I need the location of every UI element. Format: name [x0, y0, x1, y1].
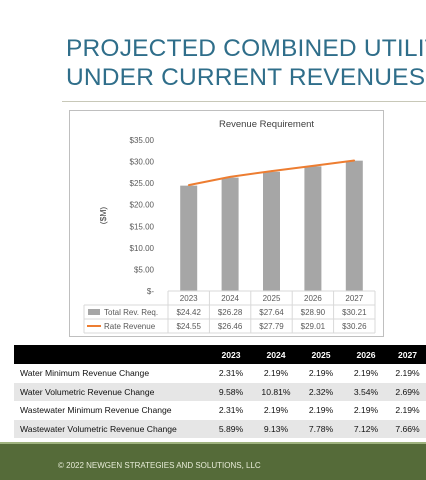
- table-header-cell: 2024: [253, 345, 299, 364]
- table-cell: 2.69%: [389, 382, 426, 401]
- bar-total-rev-req: [304, 166, 322, 291]
- table-header-cell: 2025: [299, 345, 343, 364]
- x-tick-label: 2027: [345, 294, 363, 303]
- footer-copyright: © 2022 NEWGEN STRATEGIES AND SOLUTIONS, …: [58, 461, 261, 470]
- row-label: Water Minimum Revenue Change: [20, 368, 150, 379]
- table-cell: 2.19%: [395, 405, 420, 416]
- data-label: $26.28: [218, 308, 243, 317]
- x-tick-label: 2026: [304, 294, 322, 303]
- data-label: $30.21: [342, 308, 367, 317]
- y-tick-label: $30.00: [130, 158, 155, 167]
- data-label: $30.26: [342, 322, 367, 331]
- bar-total-rev-req: [345, 160, 363, 291]
- table-row: Water Volumetric Revenue Change 9.58% 10…: [14, 382, 426, 401]
- data-label: $27.64: [259, 308, 284, 317]
- table-cell: 2.19%: [308, 368, 334, 379]
- revenue-chart: Revenue Requirement ($M) $35.00 $30.00 $25.0…: [83, 119, 376, 334]
- table-cell: 2.19%: [263, 405, 289, 416]
- revenue-change-table: 2023 2024 2025 2026 2027 Water Minimum R…: [14, 345, 426, 438]
- table-cell: 7.78%: [299, 419, 343, 438]
- legend-label: Total Rev. Req.: [104, 308, 158, 317]
- table-cell: 3.54%: [343, 382, 389, 401]
- data-label: $28.90: [301, 308, 326, 317]
- footer-band: [0, 444, 426, 480]
- y-tick-label: $-: [147, 287, 154, 296]
- table-cell: 2.31%: [218, 368, 244, 379]
- data-label: $27.79: [259, 322, 284, 331]
- table-header-cell: [14, 345, 209, 364]
- table-cell: 10.81%: [253, 382, 299, 401]
- y-tick-label: $35.00: [130, 136, 155, 145]
- data-label: $26.46: [218, 322, 243, 331]
- table-cell: 2.31%: [218, 405, 244, 416]
- slide-title-line-1: PROJECTED COMBINED UTILITY: [66, 35, 426, 62]
- table-cell: 9.58%: [209, 382, 253, 401]
- footer-accent-line: [0, 442, 426, 444]
- x-tick-label: 2024: [221, 294, 239, 303]
- x-tick-label: 2025: [263, 294, 281, 303]
- data-label: $29.01: [301, 322, 326, 331]
- table-cell: 2.19%: [263, 368, 289, 379]
- table-cell: 2.19%: [353, 368, 379, 379]
- table-cell: 2.32%: [299, 382, 343, 401]
- data-label: $24.55: [176, 322, 201, 331]
- revenue-chart-frame: Revenue Requirement ($M) $35.00 $30.00 $25.0…: [69, 110, 384, 337]
- legend-label: Rate Revenue: [104, 322, 156, 331]
- title-divider: [62, 101, 426, 102]
- y-tick-label: $15.00: [130, 222, 155, 231]
- y-tick-label: $10.00: [130, 244, 155, 253]
- point-rate-revenue: [229, 176, 231, 178]
- chart-title: Revenue Requirement: [219, 119, 314, 130]
- table-cell: 2.19%: [308, 405, 334, 416]
- slide-title: PROJECTED COMBINED UTILITY UNDER CURRENT…: [66, 34, 426, 92]
- point-rate-revenue: [312, 165, 314, 167]
- x-tick-label: 2023: [180, 294, 198, 303]
- y-tick-label: $20.00: [130, 201, 155, 210]
- table-row: Wastewater Volumetric Revenue Change 5.8…: [14, 419, 426, 438]
- table-header-cell: 2026: [343, 345, 389, 364]
- table-cell: 7.12%: [343, 419, 389, 438]
- row-label: Wastewater Minimum Revenue Change: [20, 405, 172, 416]
- table-cell: 5.89%: [209, 419, 253, 438]
- table-header-cell: 2027: [389, 345, 426, 364]
- table-cell: 2.19%: [353, 405, 379, 416]
- table-row: Wastewater Minimum Revenue Change 2.31% …: [14, 401, 426, 420]
- slide-title-line-2: UNDER CURRENT REVENUES: [66, 64, 426, 91]
- y-tick-label: $5.00: [134, 265, 155, 274]
- y-axis-label: ($M): [98, 207, 108, 225]
- y-tick-label: $25.00: [130, 179, 155, 188]
- bar-total-rev-req: [263, 171, 280, 291]
- bar-total-rev-req: [180, 185, 198, 291]
- table-header-cell: 2023: [209, 345, 253, 364]
- table-header-row: 2023 2024 2025 2026 2027: [14, 345, 426, 364]
- table-cell: 2.19%: [395, 368, 420, 379]
- row-label: Water Volumetric Revenue Change: [14, 382, 209, 401]
- bar-total-rev-req: [221, 177, 239, 291]
- legend-swatch-total-rev-req: [88, 309, 100, 315]
- point-rate-revenue: [270, 170, 273, 172]
- point-rate-revenue: [353, 159, 356, 162]
- table-cell: 7.66%: [389, 419, 426, 438]
- table-cell: 9.13%: [253, 419, 299, 438]
- row-label: Wastewater Volumetric Revenue Change: [14, 419, 209, 438]
- table-row: Water Minimum Revenue Change 2.31% 2.19%…: [14, 364, 426, 383]
- data-label: $24.42: [176, 308, 201, 317]
- point-rate-revenue: [187, 184, 190, 186]
